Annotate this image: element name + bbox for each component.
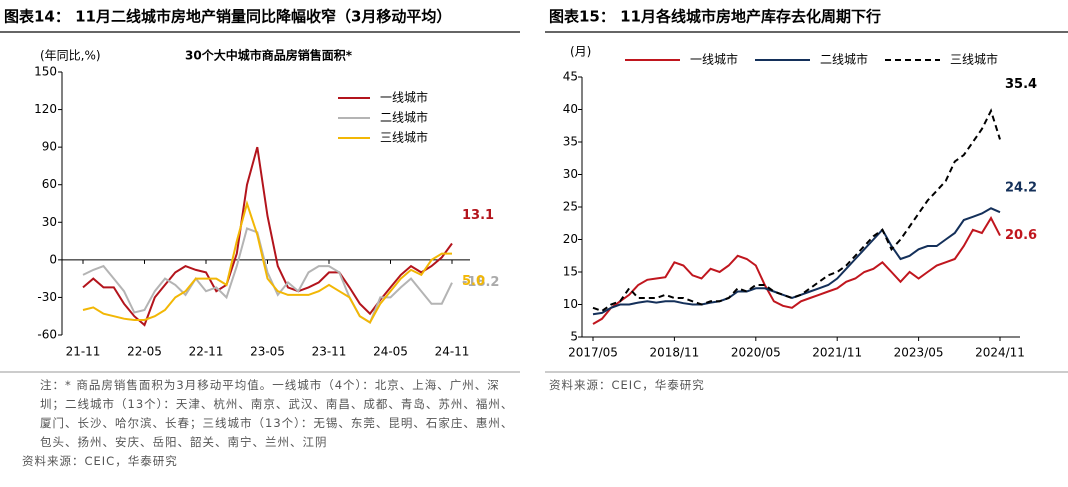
end-label: 20.6 (1005, 228, 1037, 243)
y-tick-label: -60 (37, 328, 57, 342)
series-line (592, 216, 1001, 325)
x-tick-label: 2017/05 (568, 346, 618, 360)
x-tick-label: 2020/05 (731, 346, 781, 360)
y-tick-label: 20 (563, 232, 578, 246)
y-tick-label: 0 (49, 252, 57, 266)
x-tick-label: 22-05 (127, 345, 162, 359)
legend-label: 一线城市 (690, 52, 738, 67)
chart-subtitle: 30个大中城市商品房销售面积* (185, 48, 353, 63)
x-tick-label: 2021/11 (812, 346, 862, 360)
x-tick-label: 23-05 (250, 345, 285, 359)
x-tick-label: 23-11 (312, 345, 347, 359)
legend-label: 二线城市 (380, 110, 428, 125)
y-tick-label: 5 (570, 330, 578, 344)
y-tick-label: 30 (563, 167, 578, 181)
x-tick-label: 2018/11 (649, 346, 699, 360)
y-tick-label: 150 (34, 65, 57, 79)
y-tick-label: 120 (34, 102, 57, 116)
x-tick-label: 21-11 (66, 345, 101, 359)
y-tick-label: 25 (563, 200, 578, 214)
source: 资料来源：CEIC，华泰研究 (22, 454, 178, 468)
y-tick-label: 30 (42, 215, 57, 229)
end-label: 13.1 (462, 208, 494, 223)
end-label: 24.2 (1005, 181, 1037, 196)
legend-label: 一线城市 (380, 90, 428, 105)
series-line (592, 108, 1001, 313)
y-axis-label: (月) (570, 45, 591, 59)
y-tick-label: 90 (42, 140, 57, 154)
legend-label: 三线城市 (950, 52, 998, 67)
footnote: 注：* 商品房销售面积为3月移动平均值。一线城市（4个）：北京、上海、广州、深圳… (40, 378, 514, 449)
y-tick-label: 45 (563, 70, 578, 84)
end-label: -18.2 (462, 275, 499, 290)
x-tick-label: 2024/11 (975, 346, 1025, 360)
y-tick-label: 40 (563, 102, 578, 116)
end-label: 5.0 (462, 274, 485, 289)
y-tick-label: 35 (563, 135, 578, 149)
end-label: 35.4 (1005, 77, 1037, 92)
legend-label: 二线城市 (820, 52, 868, 67)
y-tick-label: 15 (563, 265, 578, 279)
x-tick-label: 2023/05 (894, 346, 944, 360)
legend-label: 三线城市 (380, 130, 428, 145)
series-line (82, 227, 453, 324)
chart-title: 图表15： 11月各线城市房地产库存去化周期下行 (549, 8, 881, 26)
y-axis-label: (年同比,%) (40, 49, 101, 63)
y-tick-label: 10 (563, 297, 578, 311)
title-bar (0, 0, 520, 32)
series-line (82, 200, 452, 324)
source: 资料来源：CEIC，华泰研究 (549, 378, 705, 392)
x-tick-label: 22-11 (189, 345, 224, 359)
x-tick-label: 24-05 (373, 345, 408, 359)
x-tick-label: 24-11 (435, 345, 470, 359)
series-line (82, 146, 453, 327)
y-tick-label: 60 (42, 177, 57, 191)
y-tick-label: -30 (37, 290, 57, 304)
chart-title: 图表14： 11月二线城市房地产销量同比降幅收窄（3月移动平均） (4, 8, 451, 26)
